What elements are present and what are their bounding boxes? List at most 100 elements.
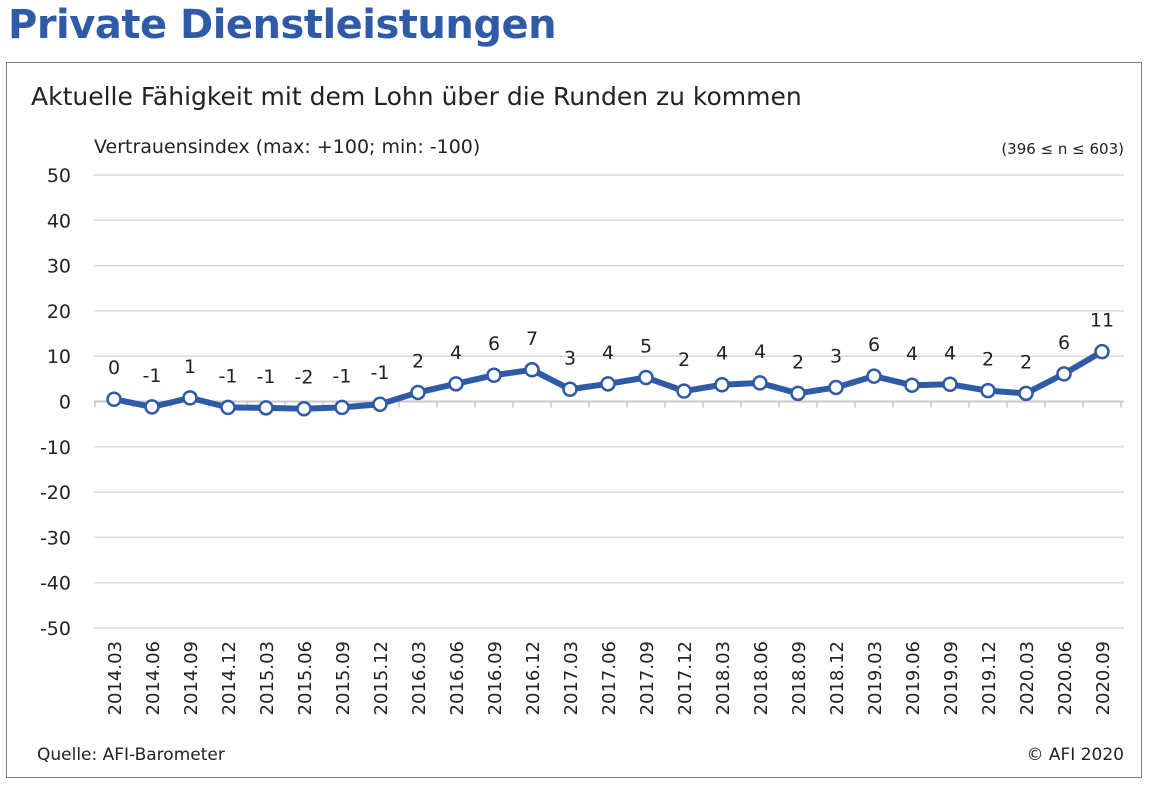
x-tick-label: 2016.12	[523, 641, 544, 715]
data-label: -1	[219, 365, 238, 387]
data-label: 3	[564, 347, 576, 369]
chart-title: Aktuelle Fähigkeit mit dem Lohn über die…	[31, 82, 802, 111]
x-tick-label: 2014.03	[105, 641, 126, 715]
y-tick-label: 30	[47, 256, 71, 278]
data-label: 4	[754, 341, 766, 363]
data-point	[714, 376, 730, 393]
data-point	[296, 400, 312, 417]
data-point	[220, 399, 236, 416]
data-point	[1056, 366, 1072, 382]
x-tick-label: 2016.03	[409, 641, 430, 715]
data-label: 2	[982, 349, 994, 371]
data-label: -1	[257, 366, 276, 388]
line-chart: Aktuelle Fähigkeit mit dem Lohn über die…	[31, 82, 1125, 765]
data-label: -1	[371, 362, 390, 384]
x-tick-label: 2015.06	[295, 641, 316, 715]
y-axis-label: Vertrauensindex (max: +100; min: -100)	[94, 136, 480, 158]
data-point	[638, 369, 654, 386]
copyright-note: © AFI 2020	[1027, 745, 1125, 765]
data-label: 4	[716, 343, 728, 365]
x-tick-label: 2020.09	[1093, 641, 1114, 715]
y-tick-label: -20	[40, 482, 71, 504]
x-tick-label: 2019.03	[865, 641, 886, 715]
x-tick-label: 2017.06	[599, 641, 620, 715]
y-tick-label: -40	[40, 573, 71, 595]
sample-size-note: (396 ≤ n ≤ 603)	[1001, 140, 1124, 158]
data-label: 2	[412, 350, 424, 372]
data-point	[334, 399, 350, 416]
data-point	[106, 391, 122, 407]
data-point	[790, 385, 806, 402]
x-tick-label: 2014.06	[143, 641, 164, 715]
x-tick-label: 2018.12	[827, 641, 848, 715]
data-labels: 0 -1 1 -1 -1 -2 -1 -1 2 4 6 7 3 4 5 2 4 4 2 3 6 4 4 2 2 6 11	[108, 310, 1114, 389]
data-point	[904, 377, 920, 393]
y-tick-label: 10	[47, 346, 71, 368]
data-point	[1018, 385, 1034, 402]
data-point	[866, 368, 882, 384]
data-label: 0	[108, 357, 120, 379]
data-point	[562, 381, 578, 398]
x-tick-label: 2017.09	[637, 641, 658, 715]
data-label: -2	[295, 367, 314, 389]
y-tick-label: 50	[47, 165, 71, 187]
data-label: 6	[488, 333, 500, 355]
x-tick-label: 2016.06	[447, 641, 468, 715]
source-note: Quelle: AFI-Barometer	[37, 745, 225, 765]
data-label: 4	[906, 343, 918, 365]
data-point	[182, 390, 198, 406]
y-tick-label: -10	[40, 437, 71, 459]
data-label: -1	[333, 365, 352, 387]
data-point	[448, 376, 464, 392]
data-point	[676, 383, 692, 399]
data-label: 6	[868, 334, 880, 356]
grid-lines	[94, 174, 1124, 629]
x-tick-label: 2019.09	[941, 641, 962, 715]
data-label: 2	[1020, 351, 1032, 373]
y-tick-label: 20	[47, 301, 71, 323]
x-tick-label: 2018.06	[751, 641, 772, 715]
data-label: 7	[526, 328, 538, 350]
x-tick-label: 2019.06	[903, 641, 924, 715]
x-tick-label: 2017.12	[675, 641, 696, 715]
x-tick-label: 2015.03	[257, 641, 278, 715]
y-tick-label: -30	[40, 527, 71, 549]
x-tick-label: 2020.03	[1017, 641, 1038, 715]
data-point	[486, 367, 502, 383]
data-point	[144, 399, 160, 415]
x-tick-label: 2014.12	[219, 641, 240, 715]
data-points	[106, 343, 1110, 417]
x-tick-label: 2015.09	[333, 641, 354, 715]
data-point	[524, 362, 540, 378]
x-tick-label: 2014.09	[181, 641, 202, 715]
x-tick-label: 2020.06	[1055, 641, 1076, 715]
data-label: 1	[184, 356, 196, 378]
y-tick-label: -50	[40, 618, 71, 640]
data-point	[600, 376, 616, 392]
data-label: 5	[640, 335, 652, 357]
chart-frame: Aktuelle Fähigkeit mit dem Lohn über die…	[6, 62, 1142, 778]
data-label: 2	[678, 349, 690, 371]
data-point	[942, 376, 958, 393]
data-label: 2	[792, 351, 804, 373]
x-tick-label: 2018.09	[789, 641, 810, 715]
x-tick-label: 2019.12	[979, 641, 1000, 715]
data-point	[828, 379, 844, 396]
data-point	[258, 400, 274, 416]
page-title: Private Dienstleistungen	[8, 2, 557, 48]
data-point	[980, 382, 996, 399]
y-tick-label: 0	[59, 392, 71, 414]
y-tick-labels: 50 40 30 20 10 0 -10 -20 -30 -40 -50	[40, 165, 71, 640]
x-tick-label: 2018.03	[713, 641, 734, 715]
data-label: 6	[1058, 332, 1070, 354]
y-tick-label: 40	[47, 210, 71, 232]
data-label: 4	[450, 342, 462, 364]
data-point	[1094, 343, 1110, 360]
data-point	[372, 396, 388, 412]
data-label: 4	[944, 342, 956, 364]
data-label: -1	[143, 365, 162, 387]
x-tick-label: 2016.09	[485, 641, 506, 715]
x-tick-labels: 2014.03 2014.06 2014.09 2014.12 2015.03 2015.…	[105, 641, 1114, 715]
data-label: 4	[602, 342, 614, 364]
data-label: 11	[1090, 310, 1114, 332]
